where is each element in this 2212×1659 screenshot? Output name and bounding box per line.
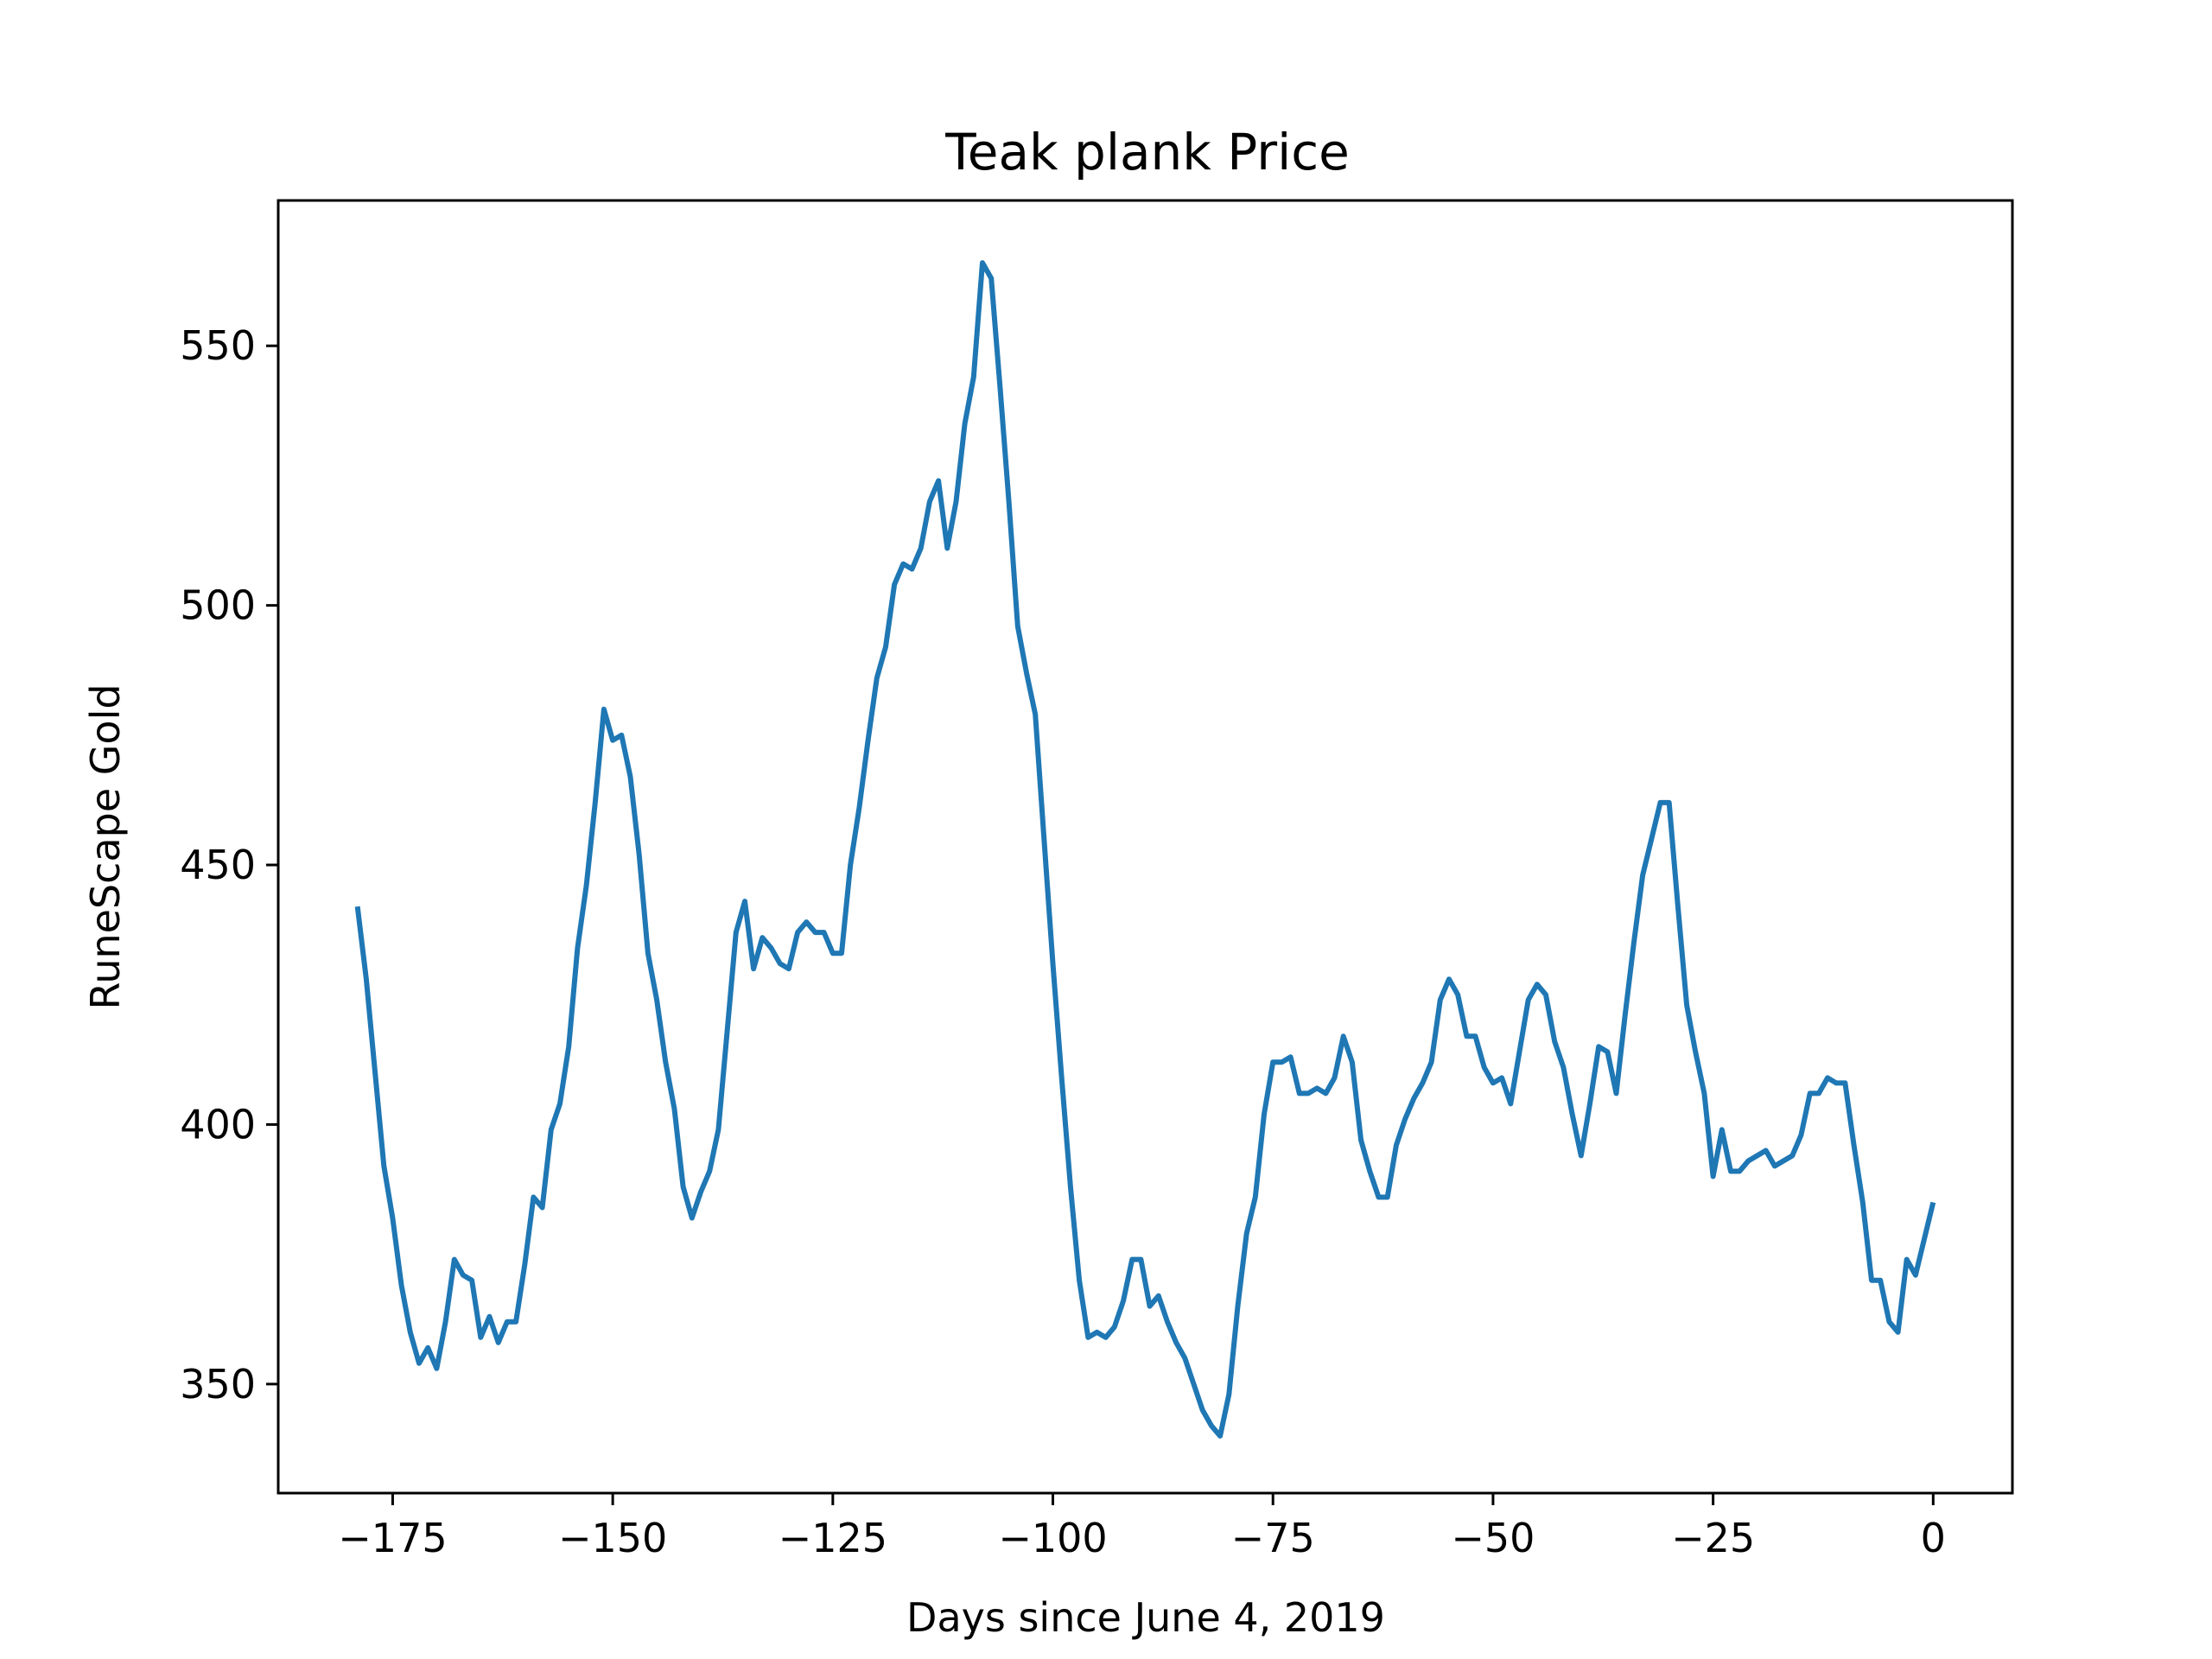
y-axis: 350 400 450 500 550 bbox=[180, 322, 278, 1408]
x-tick-label: −100 bbox=[998, 1515, 1107, 1561]
y-tick-label: 550 bbox=[180, 322, 256, 369]
x-tick-label: −150 bbox=[558, 1515, 667, 1561]
y-axis-label: RuneScape Gold bbox=[82, 683, 129, 1009]
x-tick-label: −175 bbox=[338, 1515, 447, 1561]
y-tick-label: 450 bbox=[180, 842, 256, 888]
x-tick-label: −50 bbox=[1451, 1515, 1535, 1561]
y-tick-label: 500 bbox=[180, 582, 256, 629]
x-tick-label: −75 bbox=[1231, 1515, 1315, 1561]
plot-area bbox=[276, 199, 2014, 1495]
chart-title: Teak plank Price bbox=[944, 123, 1350, 181]
plot-frame bbox=[276, 199, 2014, 1495]
y-tick-label: 350 bbox=[180, 1361, 256, 1408]
x-axis: −175 −150 −125 −100 −75 −50 −25 0 bbox=[338, 1493, 1946, 1561]
x-tick-label: −125 bbox=[779, 1515, 887, 1561]
x-axis-label: Days since June 4, 2019 bbox=[906, 1594, 1385, 1641]
price-series-line bbox=[354, 260, 1936, 1439]
x-tick-label: −25 bbox=[1671, 1515, 1755, 1561]
y-tick-label: 400 bbox=[180, 1101, 256, 1147]
x-tick-label: 0 bbox=[1921, 1515, 1946, 1561]
